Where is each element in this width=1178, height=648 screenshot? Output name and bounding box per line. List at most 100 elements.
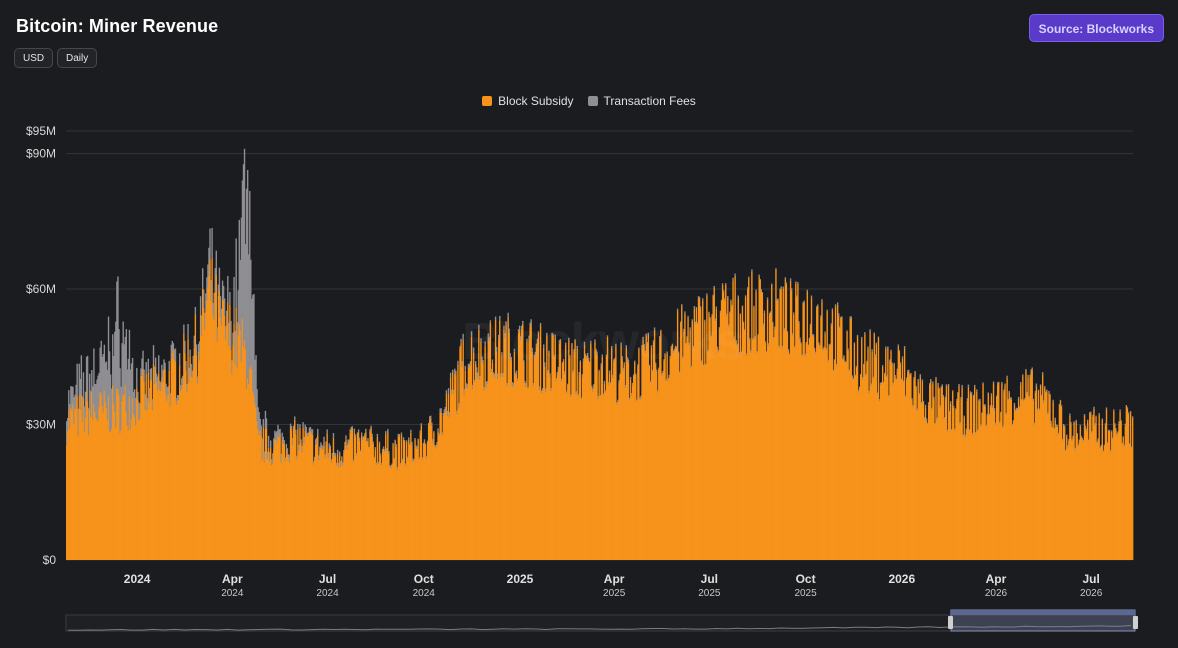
legend-item-block-subsidy[interactable]: Block Subsidy: [482, 94, 574, 108]
bar-block-subsidy: [97, 420, 99, 560]
bar-transaction-fees: [222, 285, 225, 301]
bar-transaction-fees: [955, 408, 957, 410]
bar-transaction-fees: [685, 342, 687, 345]
bar-block-subsidy: [303, 442, 305, 560]
bar-block-subsidy: [446, 415, 449, 560]
bar-block-subsidy: [440, 412, 442, 560]
bar-block-subsidy: [581, 377, 584, 560]
bar-block-subsidy: [574, 340, 576, 560]
bar-transaction-fees: [260, 425, 262, 436]
bar-block-subsidy: [762, 325, 765, 560]
bar-transaction-fees: [863, 363, 865, 365]
bar-transaction-fees: [253, 293, 255, 395]
bar-transaction-fees: [635, 373, 637, 375]
bar-block-subsidy: [805, 343, 807, 560]
bar-block-subsidy: [145, 373, 147, 560]
bar-block-subsidy: [488, 341, 491, 560]
bar-block-subsidy: [113, 403, 115, 560]
bar-transaction-fees: [777, 298, 779, 301]
bar-block-subsidy: [870, 385, 872, 560]
bar-transaction-fees: [358, 437, 361, 441]
bar-transaction-fees: [1089, 412, 1091, 414]
bar-block-subsidy: [520, 340, 522, 560]
bar-block-subsidy: [327, 457, 329, 560]
bar-block-subsidy: [1126, 408, 1129, 560]
bar-block-subsidy: [1045, 392, 1047, 560]
source-button[interactable]: Source: Blockworks: [1028, 14, 1164, 42]
bar-block-subsidy: [699, 308, 702, 560]
bar-block-subsidy: [634, 361, 636, 560]
bar-transaction-fees: [539, 322, 542, 326]
bar-transaction-fees: [1070, 422, 1072, 425]
interval-toggle[interactable]: Daily: [57, 48, 98, 68]
bar-block-subsidy: [198, 360, 201, 560]
bar-block-subsidy: [76, 396, 78, 560]
bar-transaction-fees: [984, 404, 986, 407]
bar-block-subsidy: [269, 448, 272, 560]
bar-block-subsidy: [323, 442, 325, 560]
bar-block-subsidy: [340, 466, 342, 560]
range-navigator[interactable]: [65, 609, 1138, 632]
bar-block-subsidy: [370, 427, 372, 560]
bar-block-subsidy: [91, 391, 93, 560]
bar-transaction-fees: [974, 384, 976, 388]
bar-block-subsidy: [548, 352, 550, 560]
bar-block-subsidy: [896, 371, 898, 560]
bar-block-subsidy: [184, 353, 186, 560]
bar-block-subsidy: [799, 339, 801, 560]
bar-transaction-fees: [1053, 428, 1055, 429]
bar-transaction-fees: [287, 454, 290, 458]
bar-block-subsidy: [171, 352, 174, 560]
bar-block-subsidy: [753, 307, 755, 560]
bar-block-subsidy: [344, 445, 346, 560]
bar-block-subsidy: [1067, 447, 1069, 560]
bar-block-subsidy: [346, 449, 348, 560]
bar-block-subsidy: [960, 399, 962, 560]
bar-transaction-fees: [128, 329, 131, 396]
bar-block-subsidy: [460, 343, 462, 560]
bar-block-subsidy: [982, 383, 984, 560]
bar-transaction-fees: [733, 336, 735, 339]
bar-transaction-fees: [404, 463, 407, 466]
bar-block-subsidy: [112, 384, 114, 560]
bar-block-subsidy: [1088, 440, 1090, 560]
bar-transaction-fees: [903, 346, 906, 349]
bar-transaction-fees: [625, 345, 628, 348]
bar-transaction-fees: [584, 353, 587, 356]
bar-transaction-fees: [590, 340, 592, 344]
bar-transaction-fees: [546, 332, 548, 336]
bar-transaction-fees: [960, 396, 962, 400]
legend-item-transaction-fees[interactable]: Transaction Fees: [587, 94, 696, 108]
bar-block-subsidy: [945, 386, 948, 560]
bar-transaction-fees: [319, 446, 321, 451]
bar-block-subsidy: [146, 409, 148, 560]
bar-transaction-fees: [601, 354, 603, 357]
bar-block-subsidy: [386, 450, 388, 560]
bar-transaction-fees: [725, 283, 727, 285]
bar-transaction-fees: [717, 350, 720, 353]
bar-block-subsidy: [616, 404, 618, 560]
bar-transaction-fees: [277, 424, 279, 437]
bar-transaction-fees: [876, 392, 879, 394]
bar-block-subsidy: [159, 389, 161, 560]
bar-transaction-fees: [518, 325, 521, 331]
currency-toggle[interactable]: USD: [14, 48, 54, 68]
bar-transaction-fees: [919, 374, 921, 377]
bar-transaction-fees: [1120, 420, 1122, 422]
bar-block-subsidy: [431, 426, 433, 560]
bar-transaction-fees: [721, 283, 724, 285]
bar-transaction-fees: [942, 394, 945, 397]
bar-block-subsidy: [188, 382, 190, 560]
bar-block-subsidy: [160, 390, 162, 560]
bar-transaction-fees: [413, 459, 415, 462]
bar-transaction-fees: [797, 282, 799, 284]
bar-block-subsidy: [1026, 393, 1028, 560]
bar-transaction-fees: [370, 425, 372, 428]
bar-block-subsidy: [811, 335, 814, 560]
bar-transaction-fees: [356, 432, 359, 435]
bar-block-subsidy: [310, 433, 313, 560]
bar-transaction-fees: [989, 405, 992, 408]
bar-block-subsidy: [864, 334, 866, 560]
bar-block-subsidy: [1039, 385, 1042, 560]
bar-block-subsidy: [494, 319, 497, 560]
